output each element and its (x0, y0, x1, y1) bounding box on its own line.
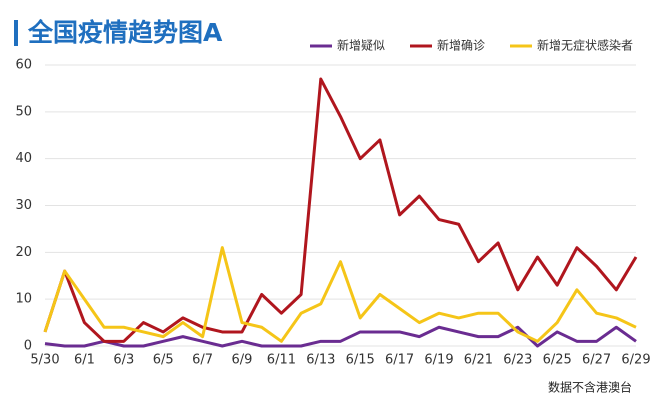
legend-label: 新增无症状感染者 (537, 38, 633, 53)
x-tick-label: 6/9 (232, 353, 253, 368)
x-tick-label: 6/19 (424, 353, 453, 368)
legend-label: 新增确诊 (437, 38, 485, 53)
x-tick-label: 6/29 (621, 353, 650, 368)
chart-title: 全国疫情趋势图A (27, 18, 223, 47)
y-tick-label: 60 (15, 58, 32, 73)
y-tick-label: 0 (24, 339, 32, 354)
x-tick-label: 6/3 (113, 353, 134, 368)
series-line (43, 77, 638, 343)
legend-label: 新增疑似 (337, 38, 385, 53)
x-tick-label: 6/1 (74, 353, 95, 368)
x-tick-label: 6/27 (582, 353, 611, 368)
x-tick-label: 6/5 (153, 353, 174, 368)
note: 数据不含港澳台 (548, 380, 632, 395)
series-line (44, 325, 637, 348)
x-tick-label: 6/15 (346, 353, 375, 368)
x-tick-label: 6/17 (385, 353, 414, 368)
x-tick-label: 6/21 (464, 353, 493, 368)
y-tick-label: 30 (15, 198, 32, 213)
y-tick-label: 50 (15, 104, 32, 119)
y-tick-label: 40 (15, 151, 32, 166)
x-tick-label: 6/13 (306, 353, 335, 368)
x-tick-label: 6/23 (503, 353, 532, 368)
y-tick-label: 20 (15, 245, 32, 260)
x-tick-label: 6/11 (267, 353, 296, 368)
y-tick-label: 10 (15, 292, 32, 307)
x-tick-label: 5/30 (30, 353, 59, 368)
x-tick-label: 6/7 (192, 353, 213, 368)
x-tick-label: 6/25 (543, 353, 572, 368)
title-bar (14, 20, 18, 46)
series-line (43, 246, 637, 343)
